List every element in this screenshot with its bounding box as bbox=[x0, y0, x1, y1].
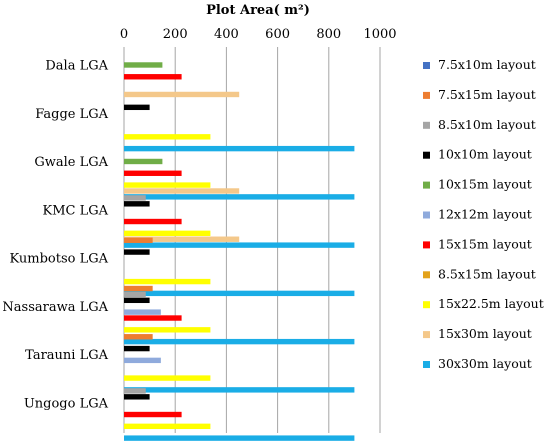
x-tick-label-200: 200 bbox=[163, 27, 188, 42]
legend-swatch-2 bbox=[423, 121, 430, 129]
legend-swatch-9 bbox=[423, 331, 430, 339]
bar-9-2 bbox=[124, 188, 240, 194]
bar-5-5 bbox=[124, 309, 161, 315]
legend-swatch-1 bbox=[423, 91, 430, 99]
bar-6-3 bbox=[124, 218, 182, 225]
x-tick-label-400: 400 bbox=[214, 27, 239, 42]
legend-swatch-3 bbox=[423, 151, 430, 159]
legend-swatch-8 bbox=[423, 301, 430, 309]
bar-1-5 bbox=[124, 285, 153, 292]
bar-8-6 bbox=[124, 375, 211, 381]
category-label-4: Kumbotso LGA bbox=[9, 252, 108, 267]
legend-swatch-7 bbox=[423, 271, 430, 279]
bar-4-2 bbox=[124, 158, 163, 165]
category-labels: Dala LGA Fagge LGA Gwale LGA KMC LGA Kumbots… bbox=[2, 59, 108, 412]
legend: 7.5x10m layout 7.5x15m layout 8.5x10m layo… bbox=[423, 57, 544, 371]
legend-label-6: 15x15m layout bbox=[438, 236, 532, 251]
category-label-6: Tarauni LGA bbox=[25, 348, 108, 363]
legend-swatch-10 bbox=[423, 361, 430, 368]
bar-10-4 bbox=[124, 290, 355, 297]
legend-swatch-4 bbox=[423, 181, 430, 189]
bar-1-4 bbox=[124, 237, 153, 243]
x-tick-label-800: 800 bbox=[316, 27, 341, 42]
bar-3-1 bbox=[124, 104, 150, 111]
legend-label-0: 7.5x10m layout bbox=[438, 57, 536, 72]
category-label-0: Dala LGA bbox=[45, 59, 108, 74]
bar-8-1 bbox=[124, 134, 211, 140]
bar-6-2 bbox=[124, 170, 182, 176]
bars bbox=[124, 62, 355, 441]
bar-10-5 bbox=[124, 338, 355, 345]
x-tick-label-600: 600 bbox=[265, 27, 290, 42]
legend-label-2: 8.5x10m layout bbox=[438, 117, 536, 132]
bar-9-0 bbox=[124, 91, 240, 98]
bar-3-4 bbox=[124, 249, 150, 255]
bar-4-0 bbox=[124, 62, 163, 68]
bar-2-7 bbox=[124, 388, 146, 394]
legend-label-7: 8.5x15m layout bbox=[438, 266, 536, 281]
legend-swatch-5 bbox=[423, 211, 430, 219]
bar-10-2 bbox=[124, 194, 355, 200]
x-tick-label-1000: 1000 bbox=[363, 27, 396, 42]
bar-6-0 bbox=[124, 74, 182, 80]
bar-3-5 bbox=[124, 297, 150, 304]
bar-8-3 bbox=[124, 230, 211, 237]
bar-10-7 bbox=[124, 435, 355, 441]
bar-6-7 bbox=[124, 411, 182, 418]
bar-3-3 bbox=[124, 201, 150, 207]
category-label-3: KMC LGA bbox=[42, 203, 108, 218]
bar-10-6 bbox=[124, 387, 355, 393]
legend-label-9: 15x30m layout bbox=[438, 326, 532, 341]
legend-label-5: 12x12m layout bbox=[438, 207, 532, 222]
x-tick-label-0: 0 bbox=[120, 27, 128, 42]
legend-label-10: 30x30m layout bbox=[438, 356, 532, 371]
bar-1-6 bbox=[124, 334, 153, 340]
bar-8-2 bbox=[124, 182, 211, 188]
category-label-5: Nassarawa LGA bbox=[2, 300, 108, 315]
legend-swatch-0 bbox=[423, 62, 430, 69]
bar-2-5 bbox=[124, 291, 146, 298]
legend-label-1: 7.5x15m layout bbox=[438, 87, 536, 102]
bar-8-7 bbox=[124, 423, 211, 430]
bar-10-1 bbox=[124, 145, 355, 152]
category-label-7: Ungogo LGA bbox=[24, 396, 109, 411]
category-label-1: Fagge LGA bbox=[35, 107, 108, 122]
legend-label-4: 10x15m layout bbox=[438, 177, 532, 192]
category-label-2: Gwale LGA bbox=[34, 155, 108, 170]
bar-5-6 bbox=[124, 357, 161, 364]
bar-8-4 bbox=[124, 278, 211, 285]
legend-label-8: 15x22.5m layout bbox=[438, 296, 544, 311]
x-tick-labels: 0 200 400 600 800 1000 bbox=[120, 27, 397, 42]
bar-8-5 bbox=[124, 327, 211, 333]
legend-label-3: 10x10m layout bbox=[438, 147, 532, 162]
bar-9-3 bbox=[124, 236, 240, 242]
bar-3-6 bbox=[124, 345, 150, 352]
legend-swatch-6 bbox=[423, 241, 430, 249]
chart-title: Plot Area( m²) bbox=[206, 3, 310, 18]
bar-3-7 bbox=[124, 394, 150, 400]
bar-6-5 bbox=[124, 315, 182, 321]
bar-2-3 bbox=[124, 195, 146, 201]
bar-10-3 bbox=[124, 242, 355, 248]
